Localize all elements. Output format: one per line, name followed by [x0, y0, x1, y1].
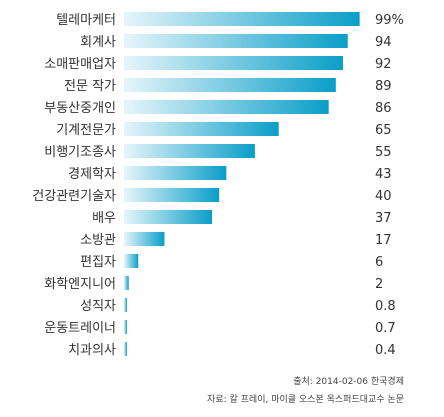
value-label: 92 [375, 57, 392, 72]
bar [124, 166, 227, 180]
category-label: 건강관련기술자 [32, 189, 116, 204]
category-label: 성직자 [80, 299, 116, 314]
category-label: 기계전문가 [56, 123, 116, 138]
category-label: 화학엔지니어 [44, 277, 116, 292]
bar [124, 56, 343, 70]
category-label: 치과의사 [68, 343, 116, 358]
category-label: 운동트레이너 [44, 321, 116, 336]
category-label: 소방관 [80, 233, 116, 248]
source-text: 출처: 2014-02-06 한국경제 [293, 377, 404, 387]
value-label: 17 [375, 233, 392, 248]
bar [124, 320, 127, 334]
bar [124, 78, 336, 92]
value-label: 2 [375, 277, 383, 292]
reference-text: 자료: 칼 프레이, 마이클 오스본 옥스퍼드대교수 논문 [207, 395, 404, 405]
value-label: 94 [375, 35, 392, 50]
value-label: 0.7 [375, 321, 396, 336]
value-label: 65 [375, 123, 392, 138]
bar [124, 254, 139, 268]
value-label: 40 [375, 189, 392, 204]
category-label: 소매판매업자 [44, 57, 116, 72]
category-label: 비행기조종사 [44, 144, 116, 160]
bar [124, 342, 127, 356]
value-label: 99% [375, 13, 404, 28]
bar [124, 210, 213, 224]
value-label: 43 [375, 167, 392, 182]
bar [124, 188, 220, 202]
category-label: 부동산중개인 [44, 101, 116, 116]
value-label: 86 [375, 101, 392, 116]
bar [124, 144, 255, 158]
value-label: 6 [375, 255, 383, 270]
category-label: 전문 작가 [64, 79, 116, 94]
value-label: 0.8 [375, 299, 396, 314]
bar [124, 12, 360, 26]
bar [124, 122, 279, 136]
value-label: 55 [375, 145, 392, 160]
category-label: 텔레마케터 [56, 13, 116, 28]
bar [124, 34, 348, 48]
category-label: 배우 [92, 211, 116, 226]
category-label: 회계사 [80, 35, 116, 50]
category-label: 경제학자 [68, 167, 116, 182]
value-label: 0.4 [375, 343, 396, 358]
value-label: 37 [375, 211, 392, 226]
bar [124, 100, 329, 114]
bar [124, 276, 129, 290]
bar [124, 232, 165, 246]
bar [124, 298, 127, 312]
value-label: 89 [375, 79, 392, 94]
category-label: 편집자 [80, 255, 116, 270]
